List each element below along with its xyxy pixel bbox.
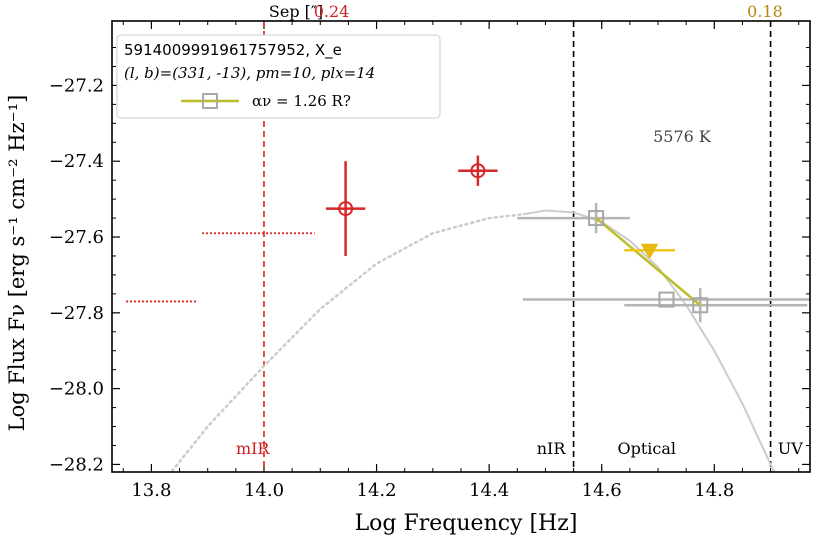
- top-sep-label: 0.18: [747, 2, 783, 21]
- y-tick-label: −27.8: [49, 303, 104, 324]
- x-tick-label: 14.6: [582, 480, 622, 501]
- y-tick-label: −27.2: [49, 75, 104, 96]
- legend-id-line: 5914009991961757952, X_e: [124, 41, 342, 60]
- blackbody-curve-solid: [522, 209, 776, 472]
- gold-upper-limit-triangle: [640, 243, 659, 260]
- top-sep-label: 0.24: [314, 2, 350, 21]
- y-axis-label: Log Flux Fν [erg s⁻¹ cm⁻² Hz⁻¹]: [5, 95, 29, 432]
- band-label: nIR: [537, 439, 567, 458]
- legend-entry-label: αν = 1.26 R?: [252, 92, 351, 110]
- x-tick-label: 14.0: [244, 480, 284, 501]
- band-label: Optical: [617, 439, 676, 458]
- temperature-label: 5576 K: [653, 127, 712, 146]
- y-tick-label: −27.6: [49, 227, 104, 248]
- gray-square-marker: [692, 297, 709, 314]
- legend-square-marker: [202, 93, 218, 109]
- x-tick-label: 14.8: [694, 480, 734, 501]
- plot-content: [126, 21, 810, 472]
- gray-square-marker: [658, 291, 675, 308]
- x-axis-label: Log Frequency [Hz]: [355, 511, 578, 536]
- gray-square-marker: [588, 210, 605, 227]
- annotation-labels: 0.24 0.18 mIR nIR Optical UV: [236, 2, 803, 458]
- legend: 5914009991961757952, X_e (l, b)=(331, -1…: [116, 34, 441, 119]
- legend-frame: [116, 34, 441, 119]
- spectral-index-fit-line: [595, 217, 702, 307]
- plot-frame: [111, 20, 811, 473]
- y-tick-label: −28.0: [49, 379, 104, 400]
- x-tick-label: 14.2: [357, 480, 397, 501]
- axis-ticks: 13.8 14.0 14.2 14.4 14.6 14.8 −27.2 −27.4 −27.6 −…: [49, 21, 810, 501]
- red-circle-marker: [470, 163, 486, 179]
- legend-coords-line: (l, b)=(331, -13), pm=10, plx=14: [124, 64, 375, 82]
- blackbody-curve-dotted: [169, 213, 525, 472]
- x-tick-label: 13.8: [131, 480, 171, 501]
- x-tick-label: 14.4: [469, 480, 509, 501]
- red-circle-marker: [338, 201, 354, 217]
- y-tick-label: −27.4: [49, 151, 104, 172]
- band-label: mIR: [236, 439, 270, 458]
- y-tick-label: −28.2: [49, 454, 104, 475]
- band-label: UV: [778, 439, 803, 458]
- top-axis-label: Sep [″]: [269, 2, 323, 21]
